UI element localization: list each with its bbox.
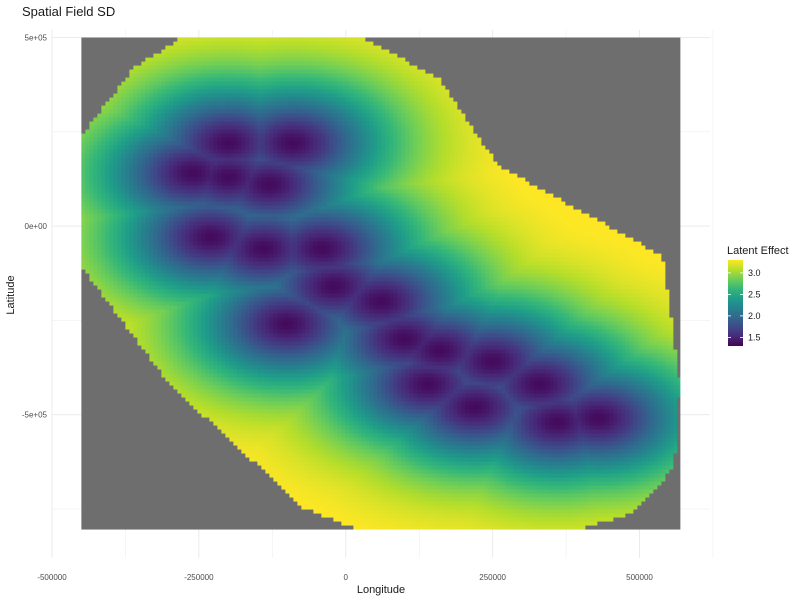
colorbar-legend: Latent Effect 1.5 2.0 2.5 3.0 (727, 245, 789, 346)
colorbar-tick-label: 1.5 (748, 332, 761, 342)
chart-title: Spatial Field SD (22, 4, 115, 19)
heatmap-raster (81, 37, 681, 530)
x-axis-title: Longitude (357, 584, 405, 596)
y-tick-label: 0e+00 (25, 222, 48, 231)
x-tick-label: -250000 (184, 573, 214, 582)
colorbar-tick-label: 2.5 (748, 289, 761, 299)
x-tick-label: 250000 (479, 573, 506, 582)
colorbar-ticks: 1.5 2.0 2.5 3.0 (728, 268, 761, 342)
x-tick-label: 0 (344, 573, 349, 582)
colorbar-gradient (728, 260, 743, 346)
spatial-field-raster-image (81, 37, 681, 530)
colorbar (728, 260, 743, 346)
colorbar-tick-label: 3.0 (748, 268, 761, 278)
x-tick-label: 500000 (626, 573, 653, 582)
x-tick-label: -500000 (37, 573, 67, 582)
colorbar-tick-label: 2.0 (748, 311, 761, 321)
y-tick-label: -5e+05 (22, 411, 48, 420)
y-axis-title: Latitude (5, 275, 17, 314)
x-axis-ticks: -500000 -250000 0 250000 500000 (37, 573, 653, 582)
y-tick-label: 5e+05 (25, 34, 48, 43)
y-axis-ticks: 5e+05 0e+00 -5e+05 (22, 34, 48, 420)
colorbar-title: Latent Effect (727, 245, 789, 257)
